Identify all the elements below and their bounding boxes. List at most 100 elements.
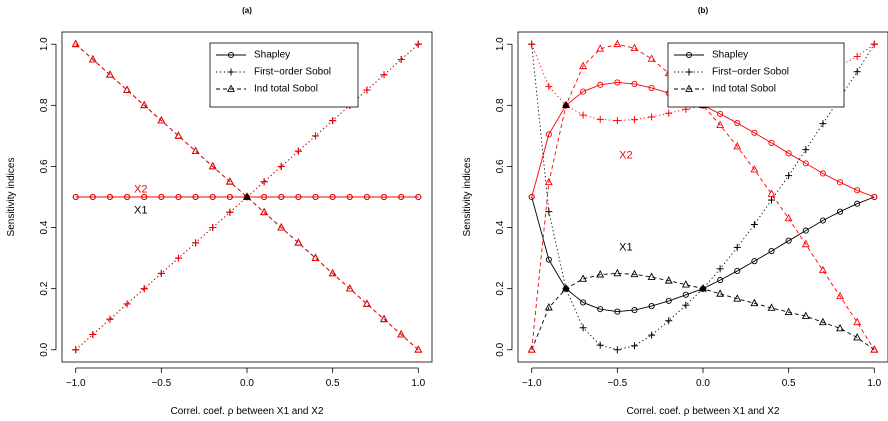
data-point-triangle: [664, 276, 673, 284]
data-point-plus: [363, 86, 371, 94]
data-point-triangle: [750, 164, 759, 173]
data-point-plus: [785, 172, 793, 180]
legend: Shapley First−order Sobol Ind total Sobol: [667, 42, 845, 108]
data-point-triangle: [527, 345, 536, 353]
chart-title: (a): [242, 6, 252, 15]
legend-triangle-icon: [227, 84, 235, 92]
data-point-circle: [768, 139, 775, 146]
data-point-circle: [871, 193, 878, 201]
data-point-triangle: [836, 323, 844, 332]
data-point-circle: [192, 193, 199, 201]
data-point-plus: [380, 71, 388, 79]
data-point-triangle: [733, 294, 742, 302]
x-axis-label: Correl. coef. ρ between X1 and X2: [627, 406, 780, 417]
annotation-x1: X1: [619, 241, 632, 253]
data-point-plus: [106, 315, 114, 323]
data-point-plus: [648, 113, 656, 121]
x-tick-label: 0.5: [782, 378, 796, 389]
data-point-circle: [124, 193, 131, 201]
panel-b: (b) −1.0 −0.5 0.0 0.5 1.0 Correl. coef. ρ betw…: [462, 6, 888, 417]
data-point-circle: [768, 248, 775, 255]
legend-plus-icon: [685, 68, 693, 76]
legend-box: [209, 42, 359, 108]
plot-frame: [517, 31, 888, 363]
data-point-circle: [158, 193, 165, 201]
data-point-plus: [579, 324, 587, 332]
x-tick-label: −1.0: [522, 378, 542, 389]
data-point-plus: [209, 224, 217, 232]
legend-label: Shapley: [712, 50, 748, 61]
data-point-plus: [329, 117, 337, 125]
data-point-triangle: [596, 270, 605, 278]
data-point-triangle: [647, 54, 656, 62]
data-point-circle: [717, 277, 724, 284]
data-point-circle: [72, 193, 79, 201]
x-tick-label: 0.0: [696, 378, 710, 389]
series-line: [531, 196, 875, 313]
data-point-triangle: [630, 269, 639, 278]
intersection-point: [562, 100, 570, 109]
data-point-circle: [226, 193, 233, 201]
data-point-plus: [192, 239, 200, 247]
legend-label: First−order Sobol: [254, 67, 331, 78]
y-tick-label: 0.0: [39, 342, 50, 356]
data-point-plus: [613, 117, 621, 125]
data-point-triangle: [140, 100, 149, 109]
data-point-plus: [630, 116, 638, 124]
data-point-circle: [363, 193, 370, 201]
data-point-triangle: [414, 345, 423, 353]
data-point-circle: [665, 297, 672, 304]
data-point-circle: [836, 208, 844, 215]
y-tick-label: 1.0: [495, 37, 506, 51]
data-point-triangle: [123, 85, 132, 93]
data-point-plus: [853, 68, 861, 76]
data-point-triangle: [613, 268, 622, 277]
data-point-circle: [734, 267, 741, 274]
data-point-triangle: [579, 61, 588, 70]
data-point-circle: [209, 193, 216, 201]
y-tick-label: 0.8: [495, 98, 506, 112]
data-point-triangle: [579, 274, 588, 282]
data-point-circle: [682, 291, 689, 298]
data-point-plus: [312, 132, 320, 140]
data-point-triangle: [544, 177, 553, 186]
data-point-circle: [329, 193, 336, 201]
data-point-triangle: [784, 213, 793, 222]
data-point-circle: [648, 303, 655, 310]
data-point-plus: [72, 346, 80, 354]
data-point-triangle: [71, 39, 80, 48]
data-point-plus: [123, 300, 131, 308]
data-point-circle: [751, 129, 758, 136]
data-point-circle: [580, 88, 587, 95]
data-point-triangle: [784, 307, 793, 316]
x-tick-label: −0.5: [151, 378, 171, 389]
data-point-triangle: [277, 222, 286, 231]
data-point-circle: [89, 193, 96, 201]
data-point-plus: [528, 40, 536, 48]
data-point-circle: [278, 193, 285, 201]
x-tick-label: 0.0: [240, 378, 254, 389]
data-point-circle: [295, 193, 302, 201]
data-point-plus: [768, 196, 776, 204]
data-point-circle: [631, 307, 638, 314]
data-point-triangle: [767, 189, 776, 197]
series-line: [75, 43, 419, 351]
data-point-circle: [415, 193, 422, 201]
y-tick-label: 0.4: [495, 220, 506, 234]
series-line: [531, 43, 875, 351]
data-point-circle: [614, 79, 621, 86]
data-point-plus: [682, 301, 690, 309]
data-point-triangle: [853, 317, 862, 326]
intersection-point: [562, 284, 570, 292]
intersection-point: [243, 192, 251, 200]
legend-plus-icon: [227, 68, 235, 76]
y-tick-label: 0.4: [39, 220, 50, 234]
data-point-plus: [140, 285, 148, 293]
data-point-plus: [277, 162, 285, 170]
data-point-triangle: [311, 253, 320, 261]
data-point-circle: [261, 193, 268, 201]
y-tick-label: 1.0: [39, 37, 50, 51]
data-point-plus: [733, 243, 741, 251]
data-point-plus: [579, 111, 587, 119]
data-point-circle: [545, 131, 552, 138]
